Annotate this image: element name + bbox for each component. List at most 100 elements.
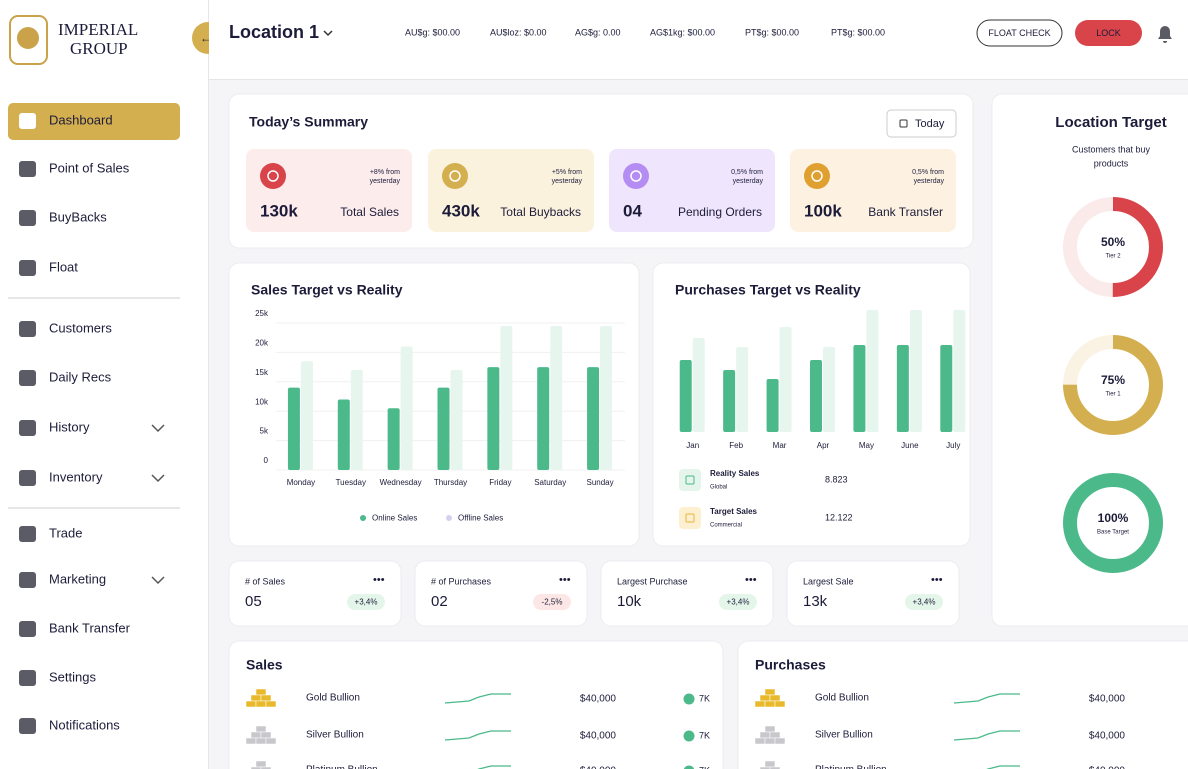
summary-change: yesterday: [733, 178, 764, 185]
list-card: [737, 640, 1188, 769]
stat-badge: [533, 594, 571, 610]
metal-price: PT$g: $00.00: [831, 27, 885, 37]
nav-icon: [19, 470, 36, 486]
item-change: 7K: [699, 693, 710, 703]
stat-label: Largest Sale: [803, 576, 854, 586]
legend-sub: Commercial: [710, 523, 742, 529]
bar: [387, 408, 400, 470]
x-tick-label: Apr: [817, 441, 830, 450]
nav-label[interactable]: Dashboard: [49, 112, 113, 127]
x-tick-label: Saturday: [534, 478, 566, 487]
bar: [940, 345, 953, 432]
stat-value: 13k: [803, 593, 828, 610]
item-amount: $40,000: [580, 766, 617, 769]
nav-active[interactable]: [8, 103, 180, 140]
summary-icon-glyph: [811, 170, 823, 182]
item-name: Platinum Bullion: [306, 765, 378, 769]
item-amount: $40,000: [1089, 766, 1126, 769]
item-amount: $40,000: [580, 731, 617, 742]
nav-label[interactable]: Settings: [49, 669, 96, 684]
today-label: Today: [915, 118, 945, 130]
nav-icon: [19, 572, 36, 588]
location-select[interactable]: Location 1: [229, 22, 319, 42]
nav-label[interactable]: Bank Transfer: [49, 620, 131, 635]
bar: [600, 325, 613, 470]
chart-title: Sales Target vs Reality: [251, 282, 403, 298]
y-tick-label: 25k: [255, 309, 269, 318]
summary-change: yesterday: [552, 178, 583, 185]
legend-icon: [679, 507, 701, 529]
bullion-icon: [764, 760, 776, 768]
nav-label[interactable]: Point of Sales: [49, 160, 130, 175]
stat-menu[interactable]: •••: [931, 574, 943, 586]
summary-icon: [442, 163, 468, 189]
nav-label[interactable]: Float: [49, 259, 78, 274]
list-card: [228, 640, 724, 769]
lock-label: LOCK: [1096, 28, 1121, 38]
bullion-icon: [255, 737, 267, 745]
summary-change: yesterday: [914, 178, 945, 185]
nav-label[interactable]: Daily Recs: [49, 369, 112, 384]
nav-label[interactable]: History: [49, 419, 90, 434]
stat-change: +3,4%: [355, 598, 378, 607]
summary-icon: [623, 163, 649, 189]
legend-swatch: [446, 515, 452, 521]
x-tick-label: June: [901, 441, 919, 450]
nav-label[interactable]: Inventory: [49, 469, 103, 484]
legend-value: 12.122: [825, 512, 853, 522]
stat-menu[interactable]: •••: [373, 574, 385, 586]
today-button[interactable]: [886, 109, 957, 138]
nav-label[interactable]: BuyBacks: [49, 209, 107, 224]
summary-value: 100k: [804, 201, 842, 220]
summary-title: Today’s Summary: [249, 114, 368, 130]
bar: [300, 361, 313, 470]
nav-icon: [19, 161, 36, 177]
change-icon: [683, 765, 695, 769]
nav-label[interactable]: Customers: [49, 320, 112, 335]
metal-price: AU$loz: $0.00: [490, 27, 547, 37]
x-tick-label: Sunday: [587, 478, 614, 487]
ring-value: 75%: [1101, 373, 1125, 387]
nav-chevron: [151, 576, 165, 585]
bar: [909, 310, 922, 432]
float-check-button[interactable]: [976, 19, 1063, 47]
ring-progress: [1063, 197, 1163, 297]
bar: [823, 347, 835, 432]
nav-chevron: [151, 424, 165, 433]
bullion-icon: [250, 731, 262, 739]
chart-title: Purchases Target vs Reality: [675, 282, 861, 298]
legend-label: Target Sales: [710, 507, 758, 516]
nav-label[interactable]: Notifications: [49, 717, 120, 732]
nav-label[interactable]: Marketing: [49, 571, 106, 586]
nav-icon: [19, 621, 36, 637]
x-tick-label: July: [946, 441, 960, 450]
x-tick-label: Friday: [489, 478, 511, 487]
stat-menu[interactable]: •••: [745, 574, 757, 586]
y-tick-label: 10k: [255, 397, 269, 406]
stat-label: # of Purchases: [431, 576, 492, 586]
bullion-icon: [260, 694, 272, 702]
stat-change: +3,4%: [727, 598, 750, 607]
nav-label[interactable]: Trade: [49, 525, 82, 540]
bullion-icon: [265, 700, 277, 708]
lock-button[interactable]: [1075, 20, 1142, 46]
metal-price: AG$1kg: $00.00: [650, 27, 715, 37]
stat-menu[interactable]: •••: [559, 574, 571, 586]
sparkline: [953, 693, 1020, 704]
today-icon: [899, 119, 908, 128]
change-icon: [683, 730, 695, 742]
bell-icon[interactable]: [1158, 26, 1172, 43]
bullion-icon: [764, 725, 776, 733]
item-name: Gold Bullion: [306, 693, 360, 704]
chart-card: [228, 262, 640, 547]
nav-icon: [19, 420, 36, 436]
bullion-icon: [255, 700, 267, 708]
legend-label: Online Sales: [372, 514, 417, 523]
bullion-icon: [250, 694, 262, 702]
metal-price: PT$g: $00.00: [745, 27, 799, 37]
nav-icon: [19, 260, 36, 276]
nav-icon: [19, 718, 36, 734]
float-check-label: FLOAT CHECK: [988, 28, 1050, 38]
bullion-icon: [265, 737, 277, 745]
